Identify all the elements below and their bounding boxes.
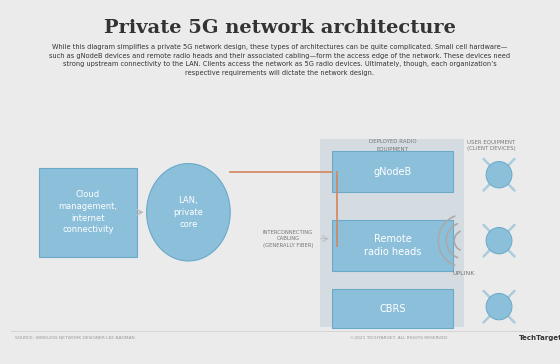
Text: Private 5G network architecture: Private 5G network architecture <box>104 19 456 36</box>
Text: ©2021 TECHTARGET. ALL RIGHTS RESERVED.: ©2021 TECHTARGET. ALL RIGHTS RESERVED. <box>349 336 449 340</box>
Ellipse shape <box>147 163 230 261</box>
Text: Cloud
management,
internet
connectivity: Cloud management, internet connectivity <box>58 190 118 234</box>
Text: CBRS: CBRS <box>379 304 406 314</box>
Text: SOURCE: WIRELESS NETWORK DESIGNER LEE BADMAN: SOURCE: WIRELESS NETWORK DESIGNER LEE BA… <box>15 336 135 340</box>
Text: TechTarget: TechTarget <box>519 335 560 341</box>
Text: Remote
radio heads: Remote radio heads <box>364 234 421 257</box>
FancyBboxPatch shape <box>320 139 464 327</box>
Circle shape <box>486 228 512 254</box>
Text: LAN,
private
core: LAN, private core <box>174 196 203 229</box>
Text: While this diagram simplifies a private 5G network design, these types of archit: While this diagram simplifies a private … <box>49 44 511 76</box>
Text: gNodeB: gNodeB <box>374 167 412 177</box>
FancyBboxPatch shape <box>332 220 453 271</box>
Circle shape <box>486 162 512 188</box>
Text: USER EQUIPMENT
(CLIENT DEVICES): USER EQUIPMENT (CLIENT DEVICES) <box>466 139 515 151</box>
Text: DEPLOYED RADIO
EQUIPMENT: DEPLOYED RADIO EQUIPMENT <box>368 139 416 151</box>
Circle shape <box>486 293 512 320</box>
FancyBboxPatch shape <box>39 167 137 257</box>
Text: INTERCONNECTING
CABLING
(GENERALLY FIBER): INTERCONNECTING CABLING (GENERALLY FIBER… <box>263 230 313 248</box>
Text: UPLINK: UPLINK <box>453 271 475 276</box>
FancyBboxPatch shape <box>332 289 453 328</box>
FancyBboxPatch shape <box>332 151 453 192</box>
